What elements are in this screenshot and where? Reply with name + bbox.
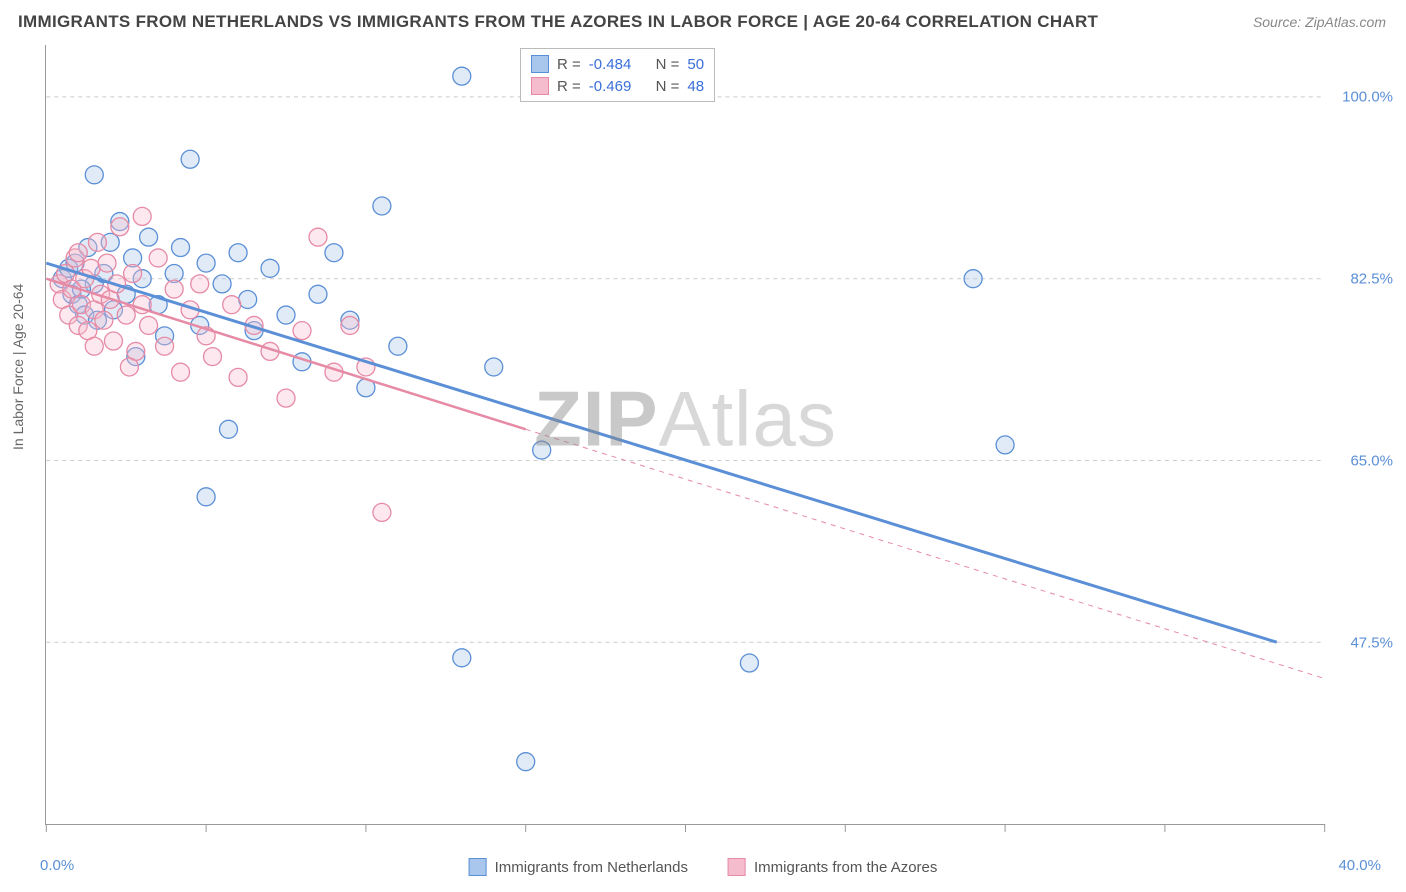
chart-title: IMMIGRANTS FROM NETHERLANDS VS IMMIGRANT…	[18, 12, 1098, 32]
legend-swatch-azores	[728, 858, 746, 876]
y-tick-label: 65.0%	[1350, 453, 1393, 470]
stats-row-azores: R = -0.469 N = 48	[531, 75, 704, 97]
plot-area: ZIPAtlas 47.5%65.0%82.5%100.0%	[45, 45, 1325, 825]
chart-container: IMMIGRANTS FROM NETHERLANDS VS IMMIGRANT…	[0, 0, 1406, 892]
source-attribution: Source: ZipAtlas.com	[1253, 14, 1386, 30]
y-axis-label: In Labor Force | Age 20-64	[10, 284, 26, 450]
legend-item-netherlands: Immigrants from Netherlands	[469, 858, 688, 876]
legend-label-azores: Immigrants from the Azores	[754, 859, 937, 876]
y-tick-label: 82.5%	[1350, 271, 1393, 288]
y-tick-label: 47.5%	[1350, 635, 1393, 652]
x-axis-max-label: 40.0%	[1338, 857, 1381, 874]
y-tick-label: 100.0%	[1342, 89, 1393, 106]
swatch-azores	[531, 77, 549, 95]
swatch-netherlands	[531, 55, 549, 73]
stats-legend-box: R = -0.484 N = 50 R = -0.469 N = 48	[520, 48, 715, 102]
chart-svg	[46, 45, 1325, 824]
legend-bottom: Immigrants from Netherlands Immigrants f…	[469, 858, 938, 876]
x-axis-min-label: 0.0%	[40, 857, 74, 874]
legend-swatch-netherlands	[469, 858, 487, 876]
legend-item-azores: Immigrants from the Azores	[728, 858, 937, 876]
legend-label-netherlands: Immigrants from Netherlands	[495, 859, 688, 876]
stats-row-netherlands: R = -0.484 N = 50	[531, 53, 704, 75]
